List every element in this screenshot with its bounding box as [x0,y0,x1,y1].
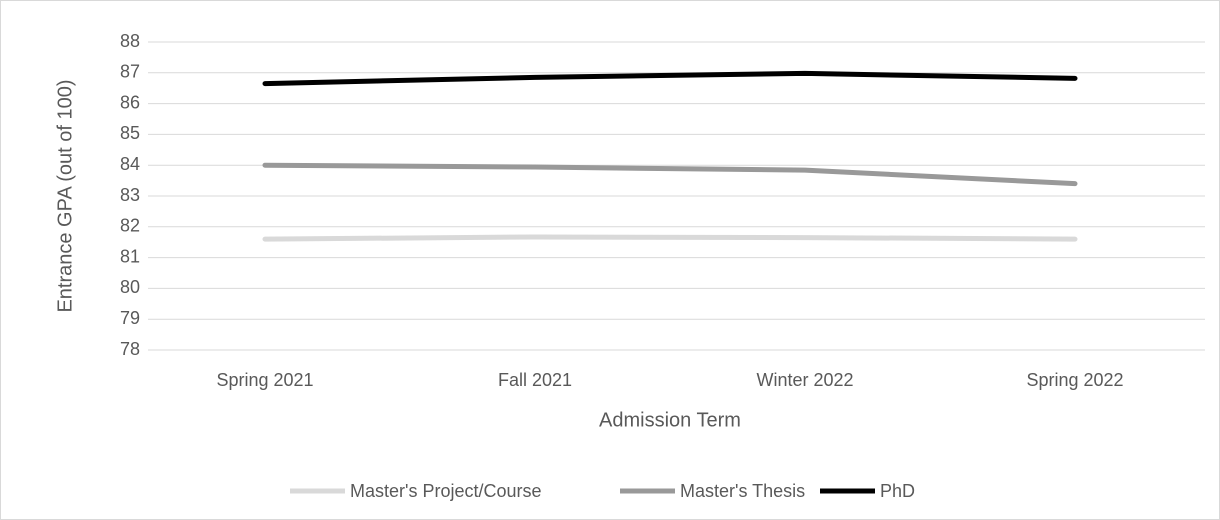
series-line [262,70,1078,87]
legend-label: Master's Project/Course [350,481,542,501]
legend-label: PhD [880,481,915,501]
series-line [262,234,1078,242]
y-tick-label: 88 [120,31,140,51]
series-line [262,162,1078,187]
y-tick-label: 86 [120,92,140,112]
y-tick-label: 85 [120,123,140,143]
x-axis-title: Admission Term [599,409,741,431]
y-tick-label: 82 [120,216,140,236]
x-tick-label: Spring 2021 [216,370,313,390]
y-tick-label: 79 [120,308,140,328]
y-tick-label: 84 [120,154,140,174]
y-tick-label: 87 [120,62,140,82]
y-tick-label: 80 [120,277,140,297]
legend-label: Master's Thesis [680,481,805,501]
y-tick-label: 78 [120,339,140,359]
y-axis-title: Entrance GPA (out of 100) [54,79,76,312]
y-tick-label: 81 [120,246,140,266]
x-tick-label: Spring 2022 [1026,370,1123,390]
x-tick-label: Fall 2021 [498,370,572,390]
x-tick-label: Winter 2022 [756,370,853,390]
y-tick-label: 83 [120,185,140,205]
